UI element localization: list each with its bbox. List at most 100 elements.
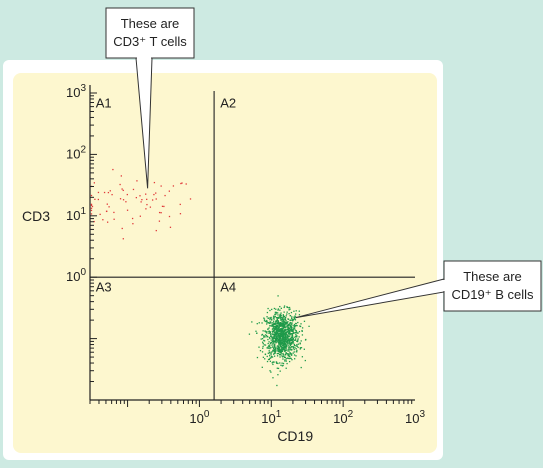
data-point	[283, 324, 285, 326]
data-point	[275, 326, 278, 329]
quadrant-label-a1: A1	[96, 96, 112, 111]
data-point	[287, 354, 289, 356]
data-point	[287, 323, 290, 326]
data-point	[265, 331, 267, 333]
data-point	[277, 308, 280, 310]
data-point	[283, 327, 285, 329]
data-point	[282, 319, 285, 321]
data-point	[289, 344, 292, 347]
data-point	[131, 217, 134, 220]
data-point	[280, 364, 282, 366]
data-point	[272, 330, 274, 333]
data-point	[272, 363, 274, 366]
data-point	[270, 353, 272, 355]
data-point	[278, 349, 280, 351]
data-point	[141, 199, 143, 201]
data-point	[90, 194, 93, 197]
data-point	[281, 320, 283, 322]
data-point	[299, 348, 301, 350]
data-point	[277, 309, 279, 311]
data-point	[279, 315, 281, 317]
data-point	[263, 318, 266, 320]
data-point	[272, 323, 274, 326]
data-point	[282, 314, 285, 317]
data-point	[288, 323, 290, 325]
data-point	[286, 332, 288, 334]
data-point	[270, 335, 272, 337]
data-point	[291, 333, 293, 335]
callout-text-line: These are	[121, 16, 180, 31]
data-point	[145, 208, 147, 210]
data-point	[284, 343, 286, 345]
data-point	[290, 328, 293, 330]
data-point	[304, 359, 306, 362]
data-point	[260, 338, 262, 340]
data-point	[282, 353, 284, 355]
data-point	[270, 371, 272, 373]
data-point	[280, 323, 282, 325]
data-point	[283, 338, 285, 340]
data-point	[287, 357, 289, 359]
data-point	[99, 213, 101, 216]
data-point	[275, 316, 278, 319]
data-point	[281, 333, 283, 335]
data-point	[153, 193, 155, 196]
data-point	[290, 322, 292, 324]
data-point	[284, 359, 286, 361]
callouts: These are CD3⁺ T cells These are CD19⁺ B ce…	[105, 7, 542, 319]
data-point	[280, 307, 282, 309]
data-point	[291, 335, 293, 337]
data-point	[287, 343, 289, 345]
data-point	[288, 360, 291, 363]
data-point	[280, 339, 282, 341]
data-point	[292, 338, 294, 340]
data-point	[276, 319, 278, 321]
data-point	[295, 322, 297, 325]
data-point	[282, 346, 285, 349]
data-point	[286, 330, 289, 333]
data-point	[280, 349, 282, 352]
data-point	[269, 331, 271, 333]
data-point	[286, 340, 288, 343]
data-point	[288, 327, 291, 330]
data-point	[286, 336, 288, 338]
data-point	[90, 209, 93, 212]
data-point	[286, 353, 288, 355]
data-point	[273, 349, 276, 351]
data-point	[268, 341, 270, 343]
data-point	[288, 338, 290, 340]
data-point	[284, 345, 287, 347]
data-point	[278, 325, 281, 327]
data-point	[277, 321, 279, 324]
data-point	[286, 322, 288, 324]
data-point	[290, 339, 292, 342]
data-point	[283, 329, 286, 331]
data-point	[280, 352, 282, 354]
data-point	[185, 183, 187, 185]
data-point	[288, 350, 290, 352]
data-point	[292, 328, 294, 331]
data-point	[289, 333, 292, 335]
data-point	[275, 321, 277, 323]
data-point	[278, 338, 281, 341]
data-point	[277, 295, 279, 297]
data-point	[267, 335, 269, 338]
data-point	[296, 349, 298, 352]
data-point	[276, 322, 278, 325]
data-point	[262, 356, 265, 358]
data-point	[270, 355, 273, 357]
data-point	[269, 337, 271, 340]
data-point	[281, 349, 283, 351]
data-point	[164, 194, 166, 197]
data-point	[264, 358, 266, 360]
data-point	[295, 351, 298, 353]
data-point	[266, 360, 269, 363]
data-point	[270, 325, 272, 327]
data-point	[271, 323, 273, 326]
data-point	[262, 347, 264, 349]
data-point	[277, 328, 279, 330]
data-point	[271, 356, 274, 358]
data-point	[282, 334, 285, 336]
data-point	[279, 305, 281, 308]
data-point	[299, 325, 301, 327]
